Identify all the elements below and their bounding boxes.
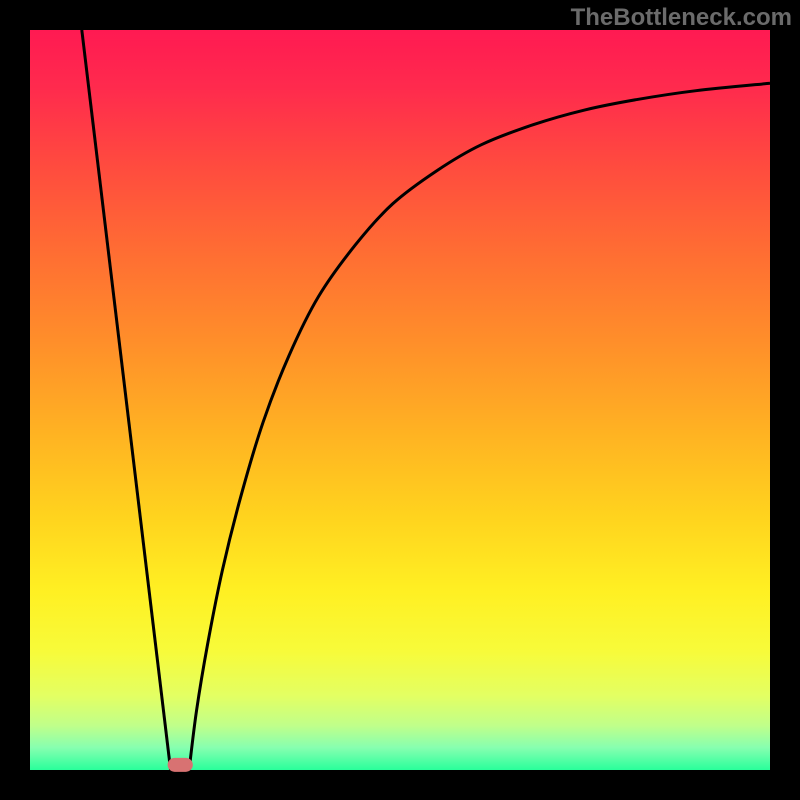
bottleneck-chart xyxy=(0,0,800,800)
plot-background xyxy=(30,30,770,770)
watermark-text: TheBottleneck.com xyxy=(571,4,792,32)
optimal-point-marker xyxy=(168,758,193,772)
chart-container: TheBottleneck.com xyxy=(0,0,800,800)
